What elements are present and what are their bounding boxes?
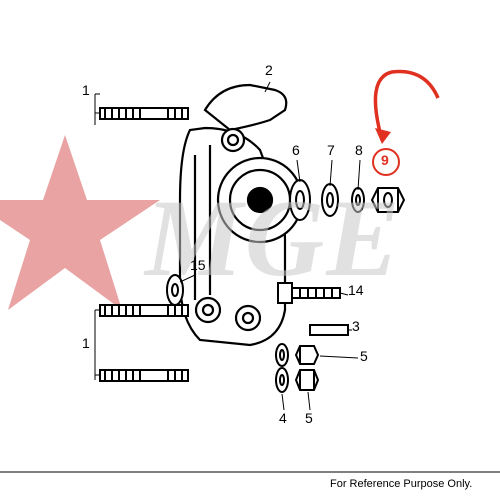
nut-5-right [296, 346, 318, 364]
washer-4-right [276, 344, 288, 366]
footer-text: For Reference Purpose Only. [330, 478, 472, 490]
callout-15: 15 [190, 257, 206, 273]
highlight-arrow [375, 72, 438, 144]
callout-5a: 5 [305, 410, 313, 426]
callout-5b: 5 [360, 348, 368, 364]
stud-top [100, 108, 188, 119]
callout-1b: 1 [82, 335, 90, 351]
callout-6: 6 [292, 142, 300, 158]
callout-3: 3 [352, 318, 360, 334]
callout-4: 4 [279, 410, 287, 426]
callout-1a: 1 [82, 82, 90, 98]
callout-8: 8 [355, 142, 363, 158]
callout-2: 2 [265, 62, 273, 78]
washer-4-left [276, 368, 288, 392]
spacer-3 [310, 325, 348, 335]
stud-mid [100, 305, 188, 316]
stud-bottom [100, 370, 188, 381]
nut-5-left [296, 370, 318, 390]
watermark-star [0, 135, 160, 310]
callout-7: 7 [327, 142, 335, 158]
highlight-circle [372, 148, 400, 176]
callout-14: 14 [348, 282, 364, 298]
